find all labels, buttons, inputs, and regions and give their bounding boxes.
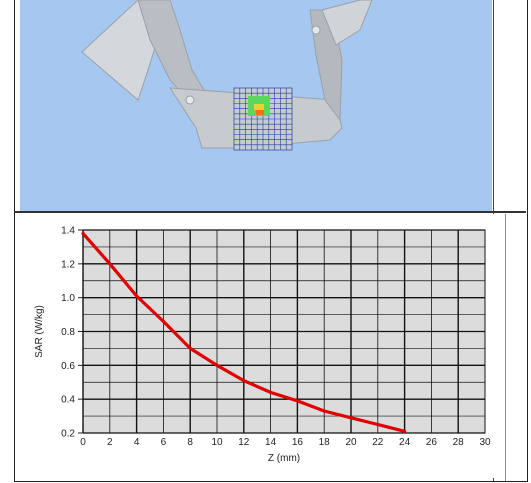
- x-tick-label: 16: [292, 437, 304, 448]
- chart-grid: [82, 229, 486, 434]
- sar-data-point: [295, 399, 299, 403]
- sar-data-point: [269, 390, 273, 394]
- x-tick-label: 24: [399, 437, 411, 448]
- x-tick-label: 6: [161, 437, 167, 448]
- sar-data-point: [188, 346, 192, 351]
- y-tick-label: 0.8: [61, 327, 75, 338]
- y-tick-label: 1.0: [61, 293, 75, 304]
- x-tick-label: 8: [187, 437, 193, 448]
- sar-data-point: [108, 262, 112, 266]
- sar-data-point: [403, 429, 407, 433]
- y-tick-label: 1.2: [61, 259, 75, 270]
- sar-data-point: [322, 409, 326, 413]
- x-tick-labels: 0 2 4 6 8 10 12 14 16 18 20 22 24 26 28 30: [80, 437, 491, 448]
- sar-data-point: [215, 363, 219, 367]
- sar-data-point: [349, 416, 353, 420]
- sar-hotspot-edge: [256, 110, 264, 115]
- phantom-render-panel: [20, 0, 492, 211]
- y-axis-label: SAR (W/kg): [34, 305, 45, 358]
- x-tick-label: 10: [211, 437, 223, 448]
- x-tick-label: 4: [134, 437, 140, 448]
- x-tick-label: 2: [107, 437, 113, 448]
- x-tick-label: 12: [238, 437, 250, 448]
- sar-data-point: [161, 319, 165, 323]
- phantom-right-wing: [321, 0, 373, 46]
- sar-chart-panel: 0 2 4 6 8 10 12 14 16 18 20 22 24 26 28 30 0.2 0.4 0.6 0.8…: [20, 214, 494, 478]
- panel-divider: [14, 211, 526, 213]
- sar-data-point: [135, 294, 139, 298]
- y-tick-labels: 0.2 0.4 0.6 0.8 1.0 1.2 1.4: [61, 226, 83, 440]
- y-tick-label: 0.6: [61, 361, 75, 372]
- chart-series: [81, 231, 407, 433]
- x-tick-label: 20: [345, 437, 357, 448]
- phantom-marker-right: [311, 25, 321, 35]
- x-tick-label: 28: [453, 437, 465, 448]
- sar-data-point: [242, 378, 246, 383]
- sar-hotspot-inner: [254, 104, 264, 110]
- x-axis-label: Z (mm): [268, 453, 300, 464]
- sar-z-chart: 0 2 4 6 8 10 12 14 16 18 20 22 24 26 28 30 0.20.40.60.8…: [34, 226, 491, 465]
- sar-data-point: [376, 422, 380, 427]
- x-tick-label: 18: [319, 437, 331, 448]
- y-tick-label: 1.4: [61, 226, 75, 237]
- y-tick-label: 0.4: [61, 395, 75, 406]
- phantom-marker-left: [185, 95, 195, 105]
- column-divider-inner: [505, 214, 506, 481]
- phantom-render: [81, 0, 373, 151]
- figure-frame: [14, 0, 528, 482]
- x-tick-label: 14: [265, 437, 277, 448]
- sar-data-point: [81, 231, 85, 235]
- y-tick-label: 0.2: [61, 429, 75, 440]
- x-tick-label: 30: [479, 437, 491, 448]
- x-tick-label: 22: [372, 437, 384, 448]
- x-tick-label: 0: [80, 437, 86, 448]
- x-tick-label: 26: [426, 437, 438, 448]
